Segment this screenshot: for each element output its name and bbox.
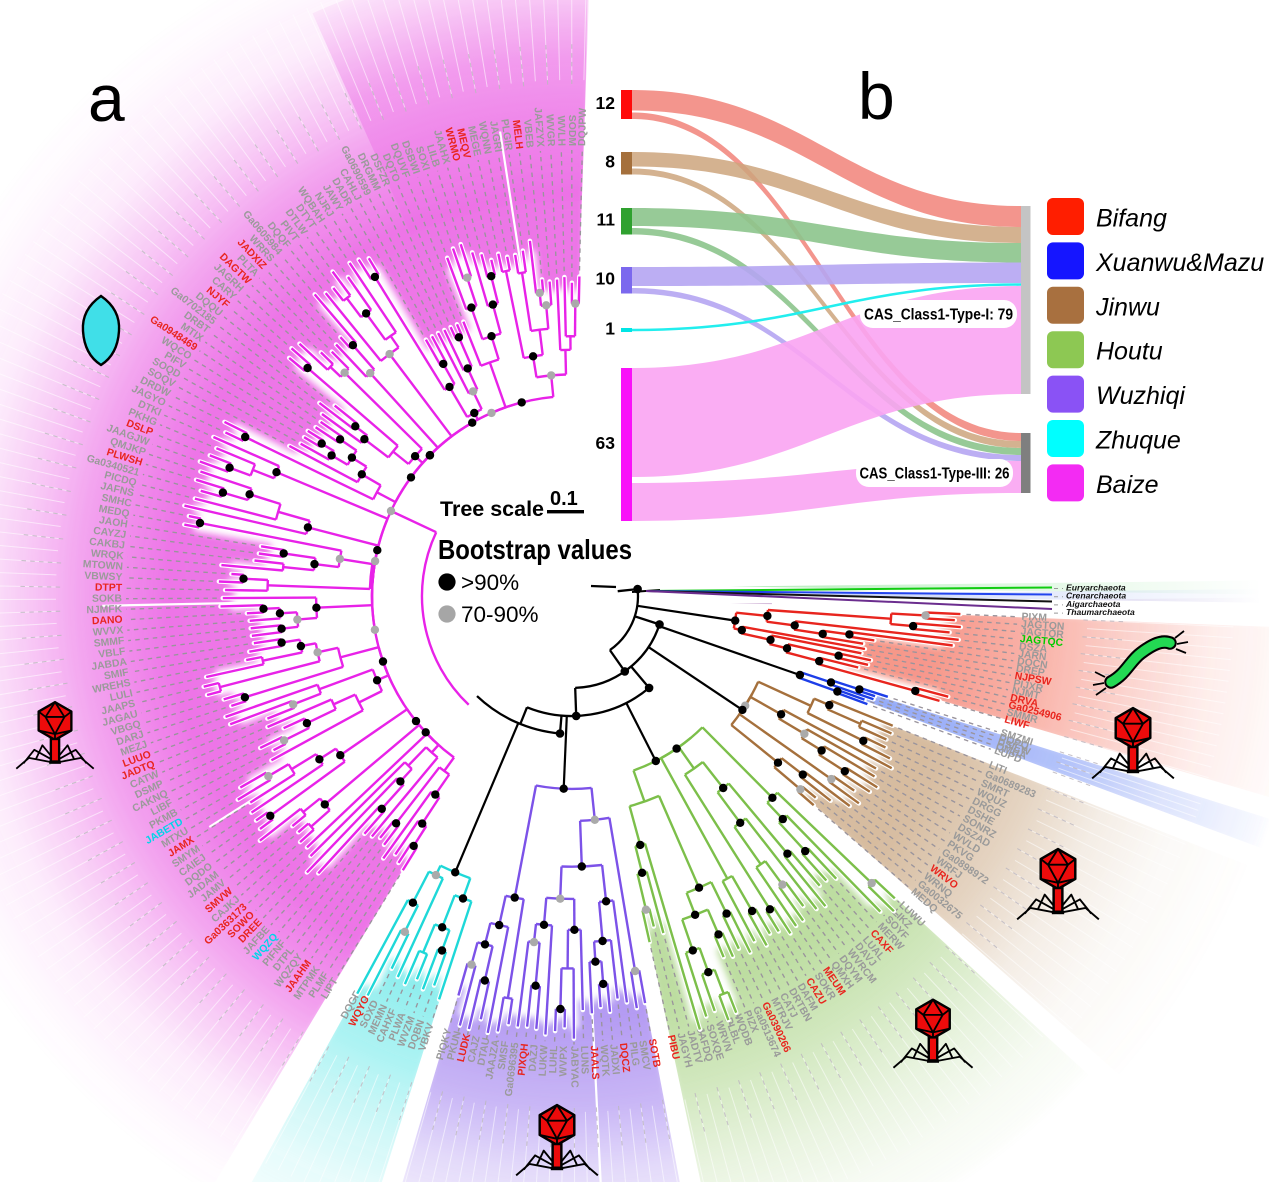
svg-text:LUHL: LUHL (548, 1045, 560, 1074)
svg-text:PILG: PILG (627, 1041, 641, 1067)
svg-text:Houtu: Houtu (1096, 338, 1163, 366)
svg-text:JAALS: JAALS (588, 1045, 601, 1080)
svg-text:>90%: >90% (461, 570, 519, 595)
svg-text:Thaumarchaeota: Thaumarchaeota (1066, 607, 1135, 617)
svg-text:LULI: LULI (109, 688, 134, 704)
svg-text:JAGTQR: JAGTQR (1020, 627, 1065, 641)
svg-text:VBWSY: VBWSY (84, 571, 123, 584)
svg-text:WRQK: WRQK (90, 548, 124, 562)
svg-text:Jinwu: Jinwu (1095, 293, 1160, 321)
svg-text:a: a (88, 61, 125, 135)
svg-text:JADXI: JADXI (607, 1044, 621, 1076)
svg-text:1: 1 (605, 319, 615, 339)
svg-text:MELH: MELH (510, 119, 524, 150)
svg-text:DTAU: DTAU (476, 1037, 492, 1067)
svg-text:DSZA: DSZA (1018, 641, 1048, 655)
svg-text:WVLH: WVLH (555, 115, 567, 146)
svg-text:MTOWN: MTOWN (82, 559, 123, 573)
svg-text:NJMFK: NJMFK (86, 604, 123, 616)
svg-text:JAGRI: JAGRI (487, 120, 503, 153)
svg-text:Euryarchaeota: Euryarchaeota (1066, 583, 1126, 593)
svg-text:JAGTQC: JAGTQC (1019, 634, 1064, 649)
svg-text:CAYZJ: CAYZJ (93, 526, 128, 541)
svg-text:JAFZYX: JAFZYX (532, 107, 546, 148)
svg-text:PIXM: PIXM (1021, 612, 1047, 624)
svg-text:DREP: DREP (1015, 664, 1045, 680)
svg-text:DTPT: DTPT (95, 582, 123, 593)
svg-text:WQTK: WQTK (597, 1045, 610, 1078)
svg-text:Tree scale: Tree scale (440, 497, 544, 521)
svg-text:JAGTQN: JAGTQN (1021, 619, 1065, 633)
svg-text:VBLF: VBLF (98, 646, 126, 660)
svg-text:8: 8 (605, 152, 615, 172)
svg-text:Wuzhiqi: Wuzhiqi (1096, 382, 1186, 410)
svg-text:CAS_Class1-Type-III: 26: CAS_Class1-Type-III: 26 (860, 466, 1010, 483)
svg-text:LUNS: LUNS (578, 1046, 590, 1075)
svg-text:DQCN: DQCN (1016, 656, 1048, 671)
svg-text:b: b (858, 59, 895, 133)
svg-text:JAOH: JAOH (98, 515, 128, 530)
svg-text:SMIF: SMIF (103, 667, 129, 682)
svg-text:SOTB: SOTB (646, 1038, 662, 1069)
svg-text:Aigarchaeota: Aigarchaeota (1065, 599, 1121, 609)
svg-text:PIBU: PIBU (665, 1034, 681, 1061)
svg-text:VBEB: VBEB (521, 119, 535, 149)
svg-text:11: 11 (597, 210, 616, 230)
svg-text:SODM: SODM (566, 115, 577, 146)
svg-text:SMSF: SMSF (497, 1040, 512, 1070)
svg-text:WVPX: WVPX (558, 1046, 570, 1077)
svg-text:10: 10 (596, 269, 616, 289)
svg-text:Zhuque: Zhuque (1095, 427, 1181, 455)
svg-text:SMCV: SMCV (636, 1040, 652, 1071)
svg-text:70-90%: 70-90% (461, 602, 539, 627)
svg-text:JABYAC: JABYAC (568, 1046, 579, 1088)
svg-text:DANO: DANO (92, 615, 123, 628)
svg-text:CAS_Class1-Type-I: 79: CAS_Class1-Type-I: 79 (864, 307, 1013, 324)
svg-text:WVGR: WVGR (543, 114, 556, 147)
svg-text:DAZJ: DAZJ (528, 1044, 541, 1072)
svg-text:CAKBJ: CAKBJ (89, 537, 126, 552)
svg-text:Xuanwu&Mazu: Xuanwu&Mazu (1095, 249, 1264, 277)
svg-text:Crenarchaeota: Crenarchaeota (1066, 591, 1126, 601)
svg-text:DQJPW: DQJPW (577, 108, 589, 147)
svg-text:JABDA: JABDA (91, 657, 129, 673)
svg-text:DQCZ: DQCZ (617, 1043, 631, 1074)
svg-text:63: 63 (596, 433, 616, 453)
svg-text:Bootstrap values: Bootstrap values (438, 534, 632, 565)
svg-text:Baize: Baize (1096, 471, 1159, 499)
svg-text:WVVX: WVVX (92, 625, 123, 638)
svg-text:LUKW: LUKW (538, 1045, 551, 1077)
svg-text:PLGIR: PLGIR (498, 118, 513, 151)
svg-text:Bifang: Bifang (1096, 205, 1167, 233)
svg-text:PIXQH: PIXQH (517, 1043, 531, 1076)
svg-text:SOKB: SOKB (92, 594, 123, 605)
svg-text:JARN: JARN (1017, 649, 1046, 664)
svg-text:SMMF: SMMF (93, 636, 125, 650)
svg-text:12: 12 (596, 93, 616, 113)
svg-text:0.1: 0.1 (550, 488, 578, 510)
